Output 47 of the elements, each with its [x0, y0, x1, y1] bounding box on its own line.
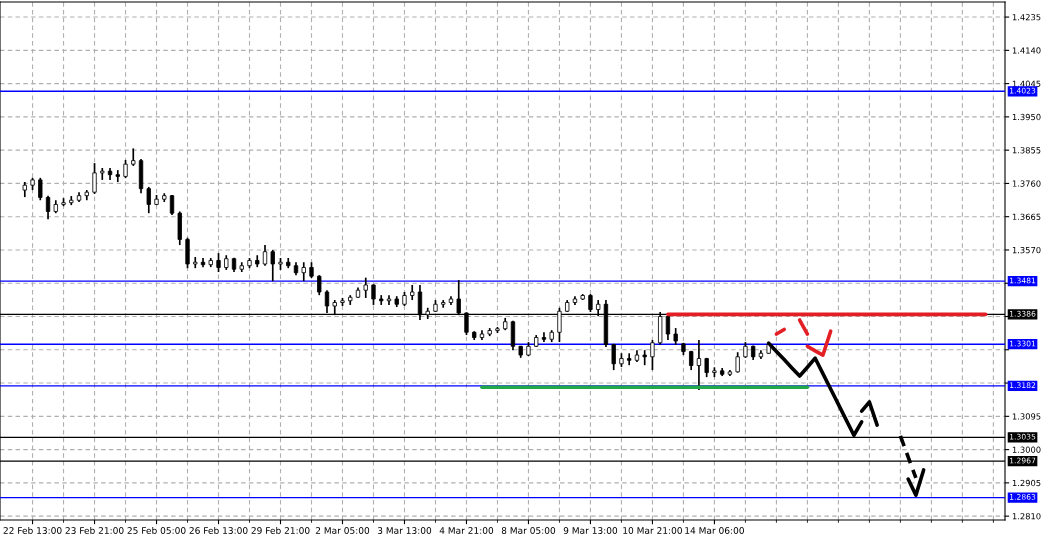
- x-tick-label: 22 Feb 13:00: [3, 526, 62, 534]
- y-tick-label: 1.3855: [1012, 147, 1041, 154]
- line-series: [805, 329, 833, 357]
- candlestick: [100, 167, 105, 181]
- candlestick: [363, 276, 368, 299]
- candlestick: [115, 169, 120, 183]
- candlestick: [216, 252, 221, 273]
- y-tick-label: 1.4045: [1012, 80, 1041, 87]
- candlestick: [611, 342, 616, 371]
- candlestick: [317, 274, 322, 296]
- candlestick: [735, 351, 740, 374]
- x-tick-label: 3 Mar 13:00: [377, 527, 432, 534]
- y-tick-label: 1.3570: [1012, 246, 1041, 254]
- candlestick: [371, 283, 376, 306]
- candlestick: [262, 244, 268, 267]
- candlestick: [696, 339, 702, 391]
- y-tick-label: 1.2810: [1012, 513, 1041, 520]
- candlestick: [665, 314, 671, 341]
- y-tick-label: 1.3095: [1012, 413, 1041, 420]
- x-tick-label: 14 Mar 06:00: [685, 527, 744, 534]
- candlestick: [45, 194, 51, 220]
- x-tick-label: 25 Feb 05:00: [127, 526, 186, 534]
- candlestick: [642, 349, 647, 367]
- candlestick: [270, 249, 275, 282]
- candlestick: [123, 159, 128, 180]
- y-tick-label: 1.3000: [1012, 446, 1041, 453]
- x-tick-label: 2 Mar 05:00: [315, 527, 370, 534]
- candlestick: [627, 352, 632, 367]
- x-tick-label: 26 Feb 13:00: [189, 526, 248, 534]
- x-tick-label: 4 Mar 21:00: [439, 527, 494, 534]
- candlestick: [38, 176, 43, 202]
- candlestick: [131, 147, 136, 167]
- x-tick-label: 29 Feb 21:00: [251, 526, 310, 534]
- x-tick-label: 10 Mar 21:00: [623, 527, 682, 534]
- candlestick: [92, 162, 97, 195]
- y-tick-label: 1.4140: [1012, 47, 1041, 54]
- candlestick: [146, 186, 151, 215]
- x-tick-label: 8 Mar 05:00: [501, 527, 556, 534]
- x-tick-label: 9 Mar 13:00: [563, 527, 618, 534]
- y-tick-label: 1.3760: [1012, 180, 1041, 187]
- y-tick-label: 1.3665: [1012, 213, 1041, 220]
- candlestick: [650, 339, 655, 371]
- y-tick-label: 1.4235: [1012, 14, 1041, 21]
- y-tick-label: 1.3950: [1012, 113, 1041, 121]
- y-tick-label: 1.2905: [1012, 479, 1041, 487]
- x-tick-label: 23 Feb 21:00: [65, 526, 124, 534]
- candlestick: [301, 261, 306, 282]
